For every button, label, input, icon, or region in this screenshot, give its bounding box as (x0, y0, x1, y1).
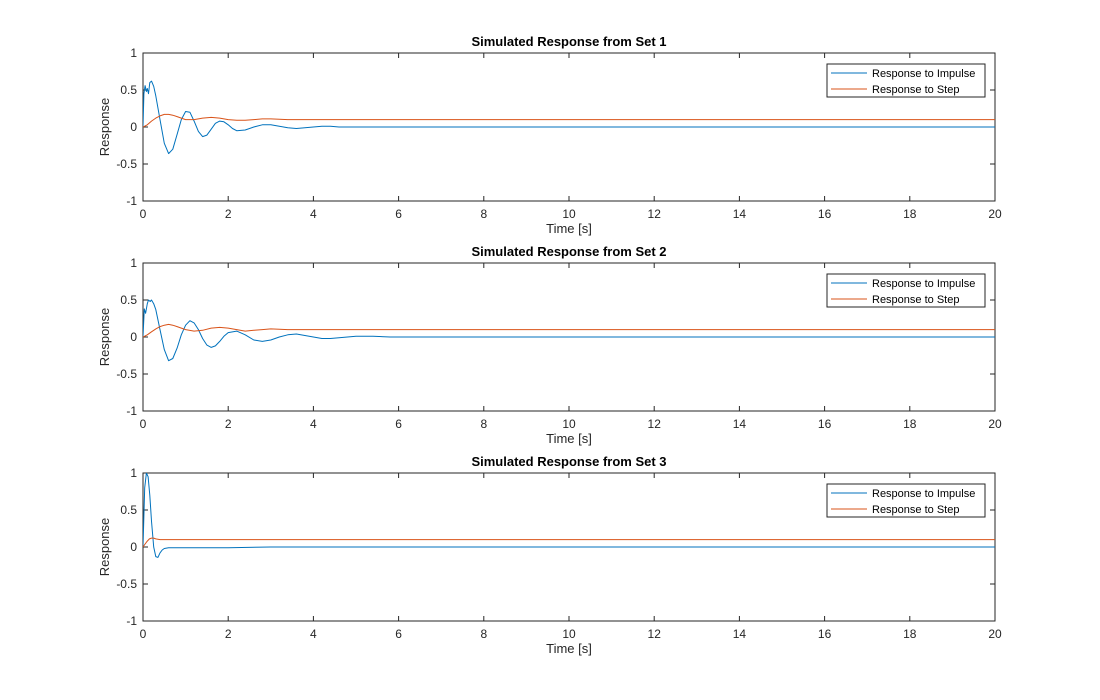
x-tick-label: 4 (310, 627, 317, 641)
y-tick-label: -1 (126, 404, 137, 418)
y-tick-label: 0 (130, 330, 137, 344)
x-tick-label: 8 (480, 207, 487, 221)
legend-box (826, 273, 986, 308)
y-tick-label: -0.5 (116, 367, 137, 381)
y-tick-label: 1 (130, 256, 137, 270)
x-tick-label: 16 (818, 417, 832, 431)
x-tick-label: 18 (903, 207, 917, 221)
chart-title: Simulated Response from Set 3 (471, 454, 666, 469)
y-tick-label: 1 (130, 46, 137, 60)
legend: Response to Impulse Response to Step (826, 273, 986, 308)
x-tick-label: 2 (225, 627, 232, 641)
x-tick-label: 10 (562, 207, 576, 221)
x-tick-label: 12 (648, 627, 662, 641)
chart-title: Simulated Response from Set 2 (471, 244, 666, 259)
legend-box (826, 483, 986, 518)
x-tick-label: 4 (310, 207, 317, 221)
legend-label: Response to Impulse (872, 278, 975, 290)
x-tick-label: 12 (648, 207, 662, 221)
y-tick-label: 0 (130, 120, 137, 134)
y-tick-label: 0.5 (120, 83, 137, 97)
subplot-1: 0 2 4 6 8 10 12 14 16 18 20 -1 -0.5 0 0.5 1 Simulated Re… (97, 34, 1002, 236)
x-tick-label: 12 (648, 417, 662, 431)
x-tick-label: 8 (480, 417, 487, 431)
x-axis-label: Time [s] (546, 221, 592, 236)
x-tick-label: 0 (140, 627, 147, 641)
legend-label: Response to Step (872, 294, 959, 306)
x-tick-label: 18 (903, 627, 917, 641)
y-tick-label: 0.5 (120, 503, 137, 517)
y-tick-label: -1 (126, 614, 137, 628)
x-tick-label: 14 (733, 627, 747, 641)
x-axis-label: Time [s] (546, 431, 592, 446)
x-tick-label: 14 (733, 207, 747, 221)
y-axis-label: Response (97, 308, 112, 367)
legend-box (826, 63, 986, 98)
x-tick-label: 4 (310, 417, 317, 431)
subplot-2: 0 2 4 6 8 10 12 14 16 18 20 -1 -0.5 0 0.5 1 Simulated Re… (97, 244, 1002, 446)
series-line-impulse (143, 80, 995, 155)
chart-title: Simulated Response from Set 1 (471, 34, 666, 49)
x-tick-label: 2 (225, 417, 232, 431)
legend-label: Response to Impulse (872, 488, 975, 500)
legend: Response to Impulse Response to Step (826, 63, 986, 98)
x-tick-label: 14 (733, 417, 747, 431)
y-tick-label: 0.5 (120, 293, 137, 307)
series-group (143, 473, 995, 558)
y-tick-label: 0 (130, 540, 137, 554)
series-line-step (143, 537, 995, 548)
x-tick-label: 10 (562, 627, 576, 641)
y-axis-label: Response (97, 518, 112, 577)
x-tick-label: 16 (818, 627, 832, 641)
series-line-step (143, 323, 995, 338)
y-axis-label: Response (97, 98, 112, 157)
subplot-3: 0 2 4 6 8 10 12 14 16 18 20 -1 -0.5 0 0.5 1 Simulated Re… (97, 454, 1002, 656)
x-tick-label: 0 (140, 207, 147, 221)
legend-label: Response to Step (872, 504, 959, 516)
series-group (143, 80, 995, 155)
x-tick-label: 20 (988, 417, 1002, 431)
series-line-impulse (143, 299, 995, 362)
x-tick-label: 6 (395, 207, 402, 221)
x-tick-label: 20 (988, 627, 1002, 641)
x-tick-label: 18 (903, 417, 917, 431)
legend-label: Response to Step (872, 84, 959, 96)
x-tick-label: 6 (395, 627, 402, 641)
x-tick-label: 2 (225, 207, 232, 221)
legend: Response to Impulse Response to Step (826, 483, 986, 518)
series-line-step (143, 113, 995, 128)
y-tick-label: -1 (126, 194, 137, 208)
x-axis-label: Time [s] (546, 641, 592, 656)
x-tick-label: 20 (988, 207, 1002, 221)
x-tick-label: 6 (395, 417, 402, 431)
x-tick-label: 16 (818, 207, 832, 221)
y-tick-label: -0.5 (116, 577, 137, 591)
x-tick-label: 8 (480, 627, 487, 641)
x-tick-label: 0 (140, 417, 147, 431)
series-line-impulse (143, 473, 995, 558)
x-tick-label: 10 (562, 417, 576, 431)
legend-label: Response to Impulse (872, 68, 975, 80)
y-tick-label: -0.5 (116, 157, 137, 171)
y-tick-label: 1 (130, 466, 137, 480)
series-group (143, 299, 995, 362)
